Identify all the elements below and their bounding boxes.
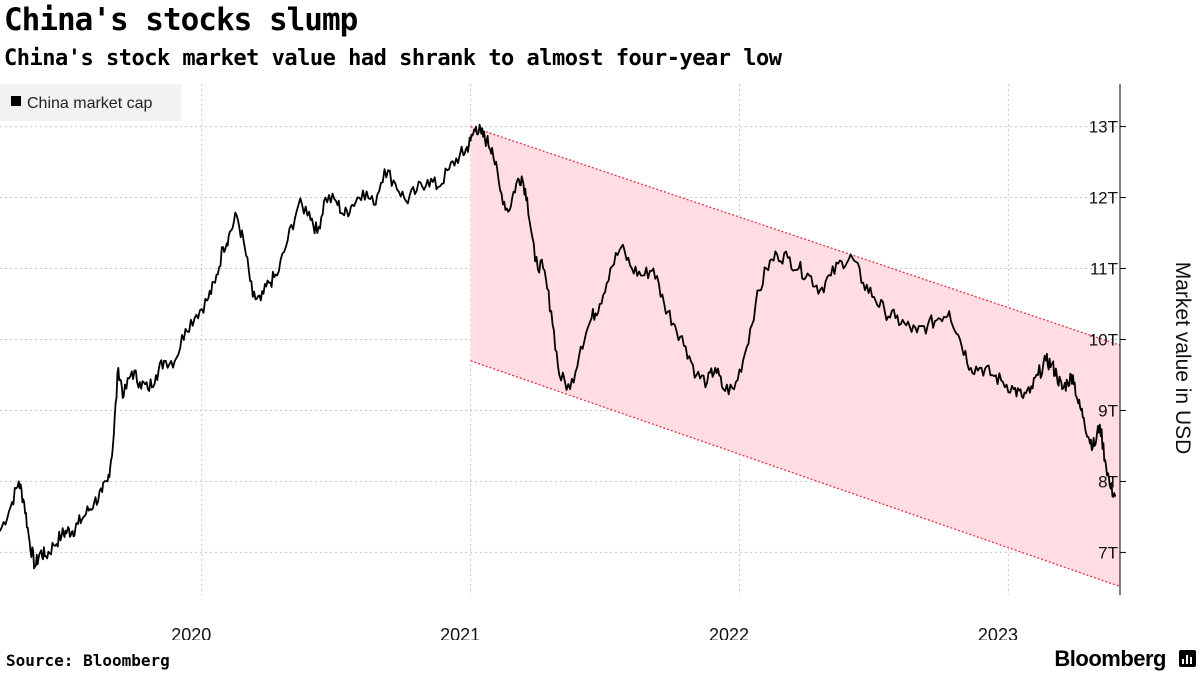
y-tick-label: 8T [1098, 472, 1118, 491]
brand-logo: Bloomberg [1054, 646, 1166, 671]
y-tick-label: 9T [1098, 401, 1118, 420]
y-tick-label: 7T [1098, 543, 1118, 562]
x-tick-label: 2020 [171, 625, 211, 640]
legend-swatch [11, 96, 21, 106]
x-tick-label: 2022 [709, 625, 749, 640]
axes: 7T 8T 9T 10T 11T 12T 13T 2020 2021 2022 2023 [171, 84, 1126, 640]
y-axis-title: Market value in USD [1171, 262, 1194, 455]
channel-lower-edge [470, 360, 1121, 588]
bloomberg-chart-icon [1179, 650, 1196, 667]
x-tick-label: 2021 [440, 625, 480, 640]
downtrend-channel [470, 125, 1121, 588]
legend: China market cap [0, 84, 181, 121]
series-line-china-market-cap [0, 123, 1117, 570]
chart-subtitle: China's stock market value had shrank to… [4, 46, 782, 71]
y-tick-label: 12T [1089, 189, 1118, 208]
y-tick-label: 10T [1089, 331, 1118, 350]
source-note: Source: Bloomberg [6, 651, 170, 670]
x-tick-label: 2023 [978, 625, 1018, 640]
series-layer [0, 123, 1117, 570]
y-tick-label: 13T [1089, 118, 1118, 137]
y-tick-label: 11T [1090, 260, 1118, 279]
legend-label: China market cap [27, 95, 152, 112]
chart: 7T 8T 9T 10T 11T 12T 13T 2020 2021 2022 2023 China… [0, 84, 1194, 640]
legend-box [0, 84, 181, 121]
channel-fill [470, 126, 1120, 587]
chart-title: China's stocks slump [4, 2, 358, 38]
